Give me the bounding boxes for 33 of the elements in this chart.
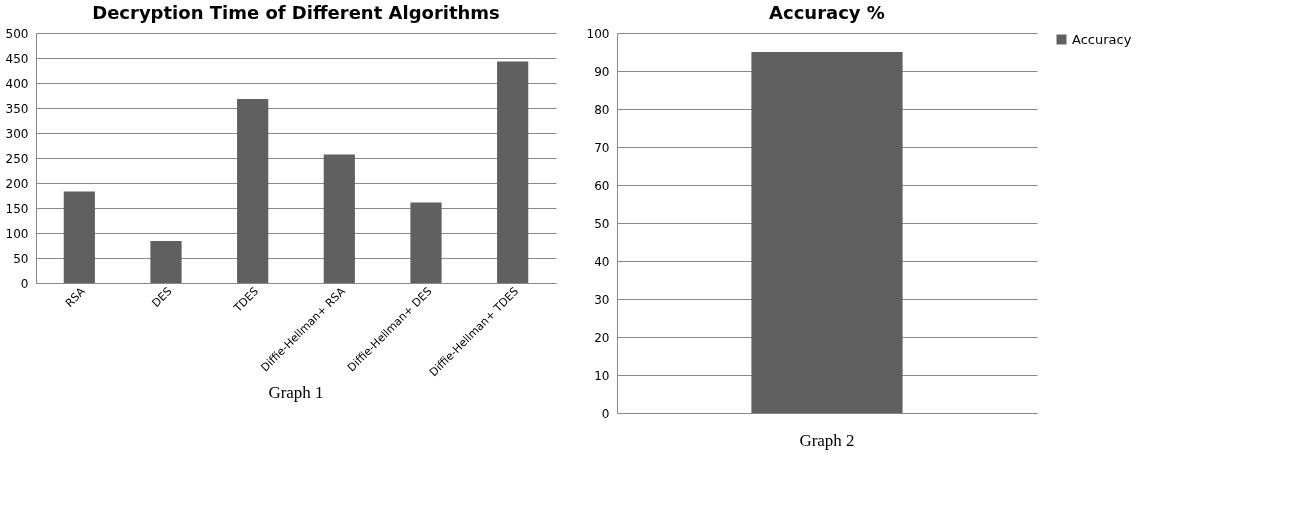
bar: [410, 202, 442, 283]
y-tick-label: 50: [13, 251, 29, 266]
y-tick-label: 400: [5, 76, 29, 91]
y-tick-label: 150: [5, 201, 29, 216]
y-tick-label: 40: [594, 254, 610, 269]
y-tick-label: 350: [5, 101, 29, 116]
legend-label: Accuracy: [1072, 31, 1132, 47]
chart-title: Decryption Time of Different Algorithms: [92, 2, 500, 23]
y-tick-label: 200: [5, 176, 29, 191]
bar: [237, 99, 269, 283]
y-tick-label: 500: [5, 26, 29, 41]
y-tick-label: 60: [594, 178, 610, 193]
caption: Graph 1: [268, 383, 324, 402]
bar: [497, 61, 529, 283]
bar: [323, 154, 355, 283]
y-tick-label: 100: [5, 226, 29, 241]
y-tick-label: 300: [5, 126, 29, 141]
bar: [63, 191, 95, 283]
y-tick-label: 450: [5, 51, 29, 66]
y-tick-label: 80: [594, 102, 610, 117]
bar: [150, 241, 182, 283]
y-tick-label: 0: [20, 276, 29, 291]
y-tick-label: 10: [594, 368, 610, 383]
y-tick-label: 0: [601, 406, 610, 421]
caption: Graph 2: [799, 431, 855, 450]
y-tick-label: 100: [586, 26, 610, 41]
y-tick-label: 20: [594, 330, 610, 345]
y-tick-label: 50: [594, 216, 610, 231]
y-tick-label: 70: [594, 140, 610, 155]
chart-title: Accuracy %: [769, 2, 885, 23]
y-tick-label: 250: [5, 151, 29, 166]
y-tick-label: 30: [594, 292, 610, 307]
y-tick-label: 90: [594, 64, 610, 79]
